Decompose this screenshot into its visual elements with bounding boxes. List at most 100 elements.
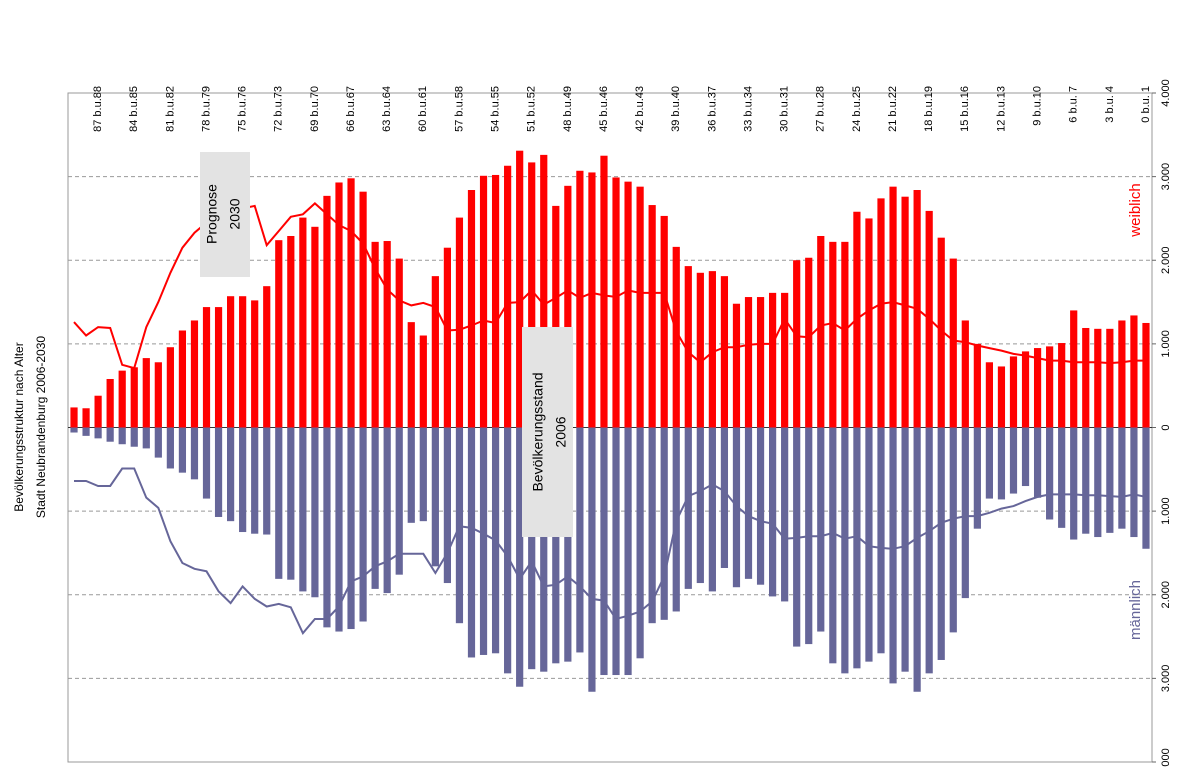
bar — [202, 427, 211, 499]
bar — [889, 427, 897, 684]
bar — [239, 296, 247, 428]
bar — [841, 241, 849, 428]
bar — [1142, 427, 1150, 549]
legend-label: weiblich — [1127, 183, 1144, 237]
bar — [877, 198, 885, 428]
bar — [395, 258, 403, 428]
bar — [443, 247, 451, 428]
line — [73, 202, 1146, 370]
bar — [371, 241, 379, 428]
bar — [516, 427, 524, 687]
bar — [142, 358, 150, 428]
annotation: Prognose — [204, 184, 220, 244]
bar — [407, 427, 415, 523]
bar — [395, 427, 403, 575]
bar — [756, 427, 765, 585]
bar — [70, 407, 78, 428]
bar — [1046, 346, 1054, 428]
x-tick-label: 87 b.u.88 — [92, 86, 104, 132]
bar — [853, 427, 861, 669]
bar — [1021, 427, 1030, 487]
bar — [130, 367, 138, 428]
bar — [178, 330, 187, 428]
annotation-box — [522, 327, 573, 537]
chart-title: Bevölkerungsstruktur nach Alter — [12, 342, 26, 511]
bar — [744, 427, 753, 579]
bar — [166, 347, 174, 428]
bar — [973, 343, 981, 428]
bar — [672, 246, 680, 428]
x-tick-label: 78 b.u.79 — [200, 86, 212, 132]
bar — [1009, 427, 1018, 494]
bar — [564, 185, 572, 428]
bar — [1094, 328, 1102, 428]
bar — [937, 427, 945, 660]
bar — [756, 297, 765, 428]
bar — [612, 177, 620, 428]
bar — [540, 154, 548, 428]
y-tick-label: 2.000 — [1160, 581, 1172, 609]
bar — [82, 427, 90, 436]
bar — [190, 427, 199, 480]
bar — [335, 182, 343, 428]
bar — [407, 322, 415, 428]
bar — [1058, 427, 1066, 528]
bar — [239, 427, 247, 533]
bar — [937, 237, 945, 428]
annotation: 2006 — [553, 416, 569, 447]
bar — [769, 292, 777, 428]
bar — [865, 427, 873, 662]
x-tick-label: 33 b.u.34 — [742, 86, 754, 132]
bar — [70, 427, 78, 433]
bar — [817, 235, 825, 428]
bar — [624, 181, 632, 428]
x-tick-label: 63 b.u.64 — [381, 86, 393, 132]
legend-label: männlich — [1127, 580, 1144, 640]
bar — [648, 205, 656, 428]
bar — [624, 427, 632, 676]
y-tick-label: 1.000 — [1160, 330, 1172, 358]
bar — [118, 427, 126, 445]
x-tick-label: 6 b.u. 7 — [1068, 86, 1080, 123]
bar — [299, 427, 307, 592]
x-tick-label: 18 b.u.19 — [923, 86, 935, 132]
bar — [359, 191, 367, 428]
bar — [1070, 310, 1078, 428]
x-tick-label: 39 b.u.40 — [670, 86, 682, 132]
bar — [347, 427, 355, 630]
x-tick-label: 30 b.u.31 — [779, 86, 791, 132]
y-tick-label: 4.000 — [1160, 748, 1172, 767]
bar — [1106, 427, 1114, 533]
bar — [793, 260, 801, 428]
bar — [299, 217, 307, 428]
bar — [323, 427, 331, 628]
x-tick-label: 72 b.u.73 — [273, 86, 285, 132]
bar — [467, 427, 476, 658]
bar — [660, 427, 668, 620]
bar — [985, 362, 993, 428]
bar — [913, 427, 921, 692]
x-tick-label: 21 b.u.22 — [887, 86, 899, 132]
bar — [1130, 315, 1138, 428]
bar — [865, 218, 873, 428]
bar — [455, 217, 464, 428]
bar — [877, 427, 885, 654]
annotation-box — [200, 152, 250, 277]
bar — [251, 300, 259, 428]
bar — [479, 175, 488, 428]
bar — [287, 427, 295, 580]
bar — [564, 427, 572, 662]
bar — [612, 427, 620, 676]
bar — [781, 292, 789, 428]
x-tick-label: 42 b.u.43 — [634, 86, 646, 132]
x-tick-label: 51 b.u.52 — [526, 86, 538, 132]
x-tick-label: 84 b.u.85 — [128, 86, 140, 132]
bar — [323, 195, 331, 428]
bar — [997, 427, 1006, 500]
x-tick-label: 66 b.u.67 — [345, 86, 357, 132]
bar — [491, 174, 500, 428]
bar — [504, 165, 512, 428]
x-tick-label: 57 b.u.58 — [453, 86, 465, 132]
